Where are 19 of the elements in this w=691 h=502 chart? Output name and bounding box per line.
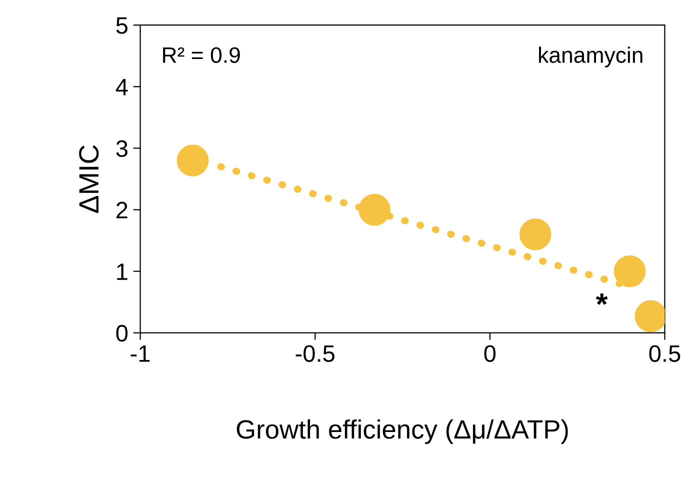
point: [358, 194, 390, 226]
y-tick-label: 2: [116, 202, 128, 218]
y-tick-label: 3: [116, 140, 128, 157]
x-tick-label: 0: [484, 345, 496, 362]
y-tick-label: 0: [116, 324, 128, 342]
x-tick-label: -0.5: [296, 345, 334, 362]
point: [519, 218, 552, 250]
annotation: kanamycin: [539, 46, 642, 68]
y-tick-label: 4: [116, 78, 128, 96]
y-axis-title: ΔMIC: [79, 145, 99, 213]
x-axis-title: Growth efficiency (Δμ/ΔATP): [236, 419, 568, 444]
y-tick-label: 5: [116, 17, 128, 34]
point: [176, 144, 209, 176]
x-tick-label: 0.5: [649, 345, 680, 362]
point: [614, 255, 646, 288]
y-tick-label: 1: [117, 264, 128, 280]
annotation: *: [596, 294, 608, 305]
annotation: R² = 0.9: [163, 47, 240, 63]
x-tick-label: -1: [130, 346, 150, 362]
